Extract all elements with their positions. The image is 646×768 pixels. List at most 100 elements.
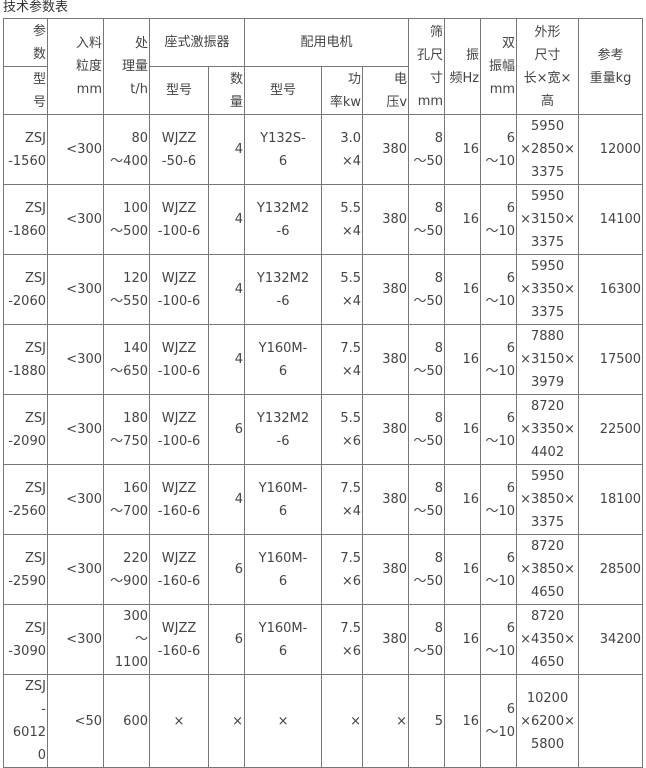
cell-motor-power: 5.5 ×6 <box>321 394 364 465</box>
cell-weight: 14100 <box>578 184 644 255</box>
cell-motor-voltage: 380 <box>362 114 410 185</box>
cell-model: ZSJ -2090 <box>3 394 48 465</box>
cell-frequency: 16 <box>444 534 482 605</box>
cell-motor-voltage: 380 <box>362 394 410 465</box>
cell-motor-model: Y160M- 6 <box>244 464 323 535</box>
cell-capacity: 300 ～ 1100 <box>103 604 150 675</box>
cell-exciter-qty: 4 <box>207 464 246 535</box>
cell-exciter-qty: 6 <box>207 604 246 675</box>
cell-frequency: 16 <box>444 114 482 185</box>
cell-dimensions: 5950 ×3350× 3375 <box>516 254 580 325</box>
cell-hole-size: 8 ～50 <box>408 254 446 325</box>
cell-motor-model: Y132M2 -6 <box>244 184 323 255</box>
cell-motor-model: Y160M- 6 <box>244 534 323 605</box>
header-dimensions: 外形 尺寸 长×宽× 高 <box>516 18 580 115</box>
cell-feed-size: <300 <box>47 324 104 395</box>
cell-hole-size: 8 ～50 <box>408 464 446 535</box>
header-exciter: 座式激振器 <box>148 18 246 67</box>
cell-dimensions: 8720 ×3850× 4650 <box>516 534 580 605</box>
cell-capacity: 140 ～650 <box>103 324 150 395</box>
cell-motor-voltage: 380 <box>362 254 410 325</box>
cell-frequency: 16 <box>444 674 482 768</box>
header-motor-voltage: 电 压v <box>362 66 410 115</box>
cell-exciter-model: WJZZ -160-6 <box>149 464 209 535</box>
cell-dimensions: 7880 ×3150× 3979 <box>516 324 580 395</box>
cell-feed-size: <300 <box>47 604 104 675</box>
cell-model: ZSJ -2560 <box>3 464 48 535</box>
spec-table: 参 数 入料 粒度 mm 处 理量 t/h 座式激振器 配用电机 筛 孔尺 寸 … <box>3 18 644 768</box>
cell-motor-voltage: × <box>362 674 410 768</box>
cell-feed-size: <50 <box>47 674 104 768</box>
cell-frequency: 16 <box>444 394 482 465</box>
cell-motor-model: × <box>244 674 323 768</box>
cell-motor-voltage: 380 <box>362 324 410 395</box>
cell-motor-voltage: 380 <box>362 464 410 535</box>
header-amplitude: 双 振幅 mm <box>480 18 518 115</box>
header-motor-model: 型号 <box>244 66 323 115</box>
header-hole-size: 筛 孔尺 寸 mm <box>408 18 446 115</box>
header-capacity: 处 理量 t/h <box>103 18 150 115</box>
header-param: 参 数 <box>3 18 48 67</box>
cell-frequency: 16 <box>444 604 482 675</box>
cell-capacity: 220 ～900 <box>103 534 150 605</box>
cell-weight: 34200 <box>578 604 644 675</box>
cell-exciter-model: WJZZ -100-6 <box>149 184 209 255</box>
cell-model: ZSJ -1560 <box>3 114 48 185</box>
cell-motor-model: Y132M2 -6 <box>244 394 323 465</box>
cell-exciter-model: × <box>149 674 209 768</box>
cell-capacity: 180 ～750 <box>103 394 150 465</box>
cell-amplitude: 6 ～10 <box>480 464 518 535</box>
cell-weight: 16300 <box>578 254 644 325</box>
cell-hole-size: 8 ～50 <box>408 534 446 605</box>
table-row: ZSJ -2590 <300 220 ～900 WJZZ -160-6 6 Y160M- … <box>3 534 644 605</box>
cell-feed-size: <300 <box>47 184 104 255</box>
cell-capacity: 160 ～700 <box>103 464 150 535</box>
cell-motor-power: × <box>321 674 364 768</box>
cell-weight: 18100 <box>578 464 644 535</box>
cell-motor-power: 5.5 ×4 <box>321 184 364 255</box>
cell-model: ZSJ -1860 <box>3 184 48 255</box>
cell-model: ZSJ -1880 <box>3 324 48 395</box>
cell-frequency: 16 <box>444 184 482 255</box>
table-row: ZSJ - 60120 <50 600 × × × × × 5 16 6 ～10 10200 ×620… <box>3 674 644 768</box>
cell-feed-size: <300 <box>47 114 104 185</box>
cell-motor-model: Y132M2 -6 <box>244 254 323 325</box>
cell-feed-size: <300 <box>47 254 104 325</box>
cell-exciter-qty: 4 <box>207 114 246 185</box>
header-model: 型 号 <box>3 66 48 115</box>
cell-amplitude: 6 ～10 <box>480 114 518 185</box>
cell-motor-power: 7.5 ×6 <box>321 604 364 675</box>
cell-motor-power: 3.0 ×4 <box>321 114 364 185</box>
cell-hole-size: 8 ～50 <box>408 604 446 675</box>
header-feed-size: 入料 粒度 mm <box>47 18 104 115</box>
cell-amplitude: 6 ～10 <box>480 604 518 675</box>
cell-motor-voltage: 380 <box>362 184 410 255</box>
cell-capacity: 120 ～550 <box>103 254 150 325</box>
cell-exciter-qty: × <box>207 674 246 768</box>
header-motor-power: 功 率kw <box>321 66 364 115</box>
table-row: ZSJ -1880 <300 140 ～650 WJZZ -100-6 4 Y160M- … <box>3 324 644 395</box>
cell-exciter-qty: 6 <box>207 534 246 605</box>
cell-capacity: 80 ～400 <box>103 114 150 185</box>
cell-frequency: 16 <box>444 464 482 535</box>
header-exciter-model: 型号 <box>149 66 209 115</box>
cell-motor-model: Y160M- 6 <box>244 604 323 675</box>
cell-dimensions: 8720 ×3350× 4402 <box>516 394 580 465</box>
cell-motor-power: 5.5 ×4 <box>321 254 364 325</box>
header-motor: 配用电机 <box>244 18 410 67</box>
cell-exciter-qty: 4 <box>207 324 246 395</box>
cell-motor-model: Y132S- 6 <box>244 114 323 185</box>
cell-motor-voltage: 380 <box>362 534 410 605</box>
cell-frequency: 16 <box>444 324 482 395</box>
cell-motor-power: 7.5 ×6 <box>321 534 364 605</box>
cell-exciter-model: WJZZ -100-6 <box>149 394 209 465</box>
cell-weight: 12000 <box>578 114 644 185</box>
cell-hole-size: 8 ～50 <box>408 324 446 395</box>
cell-weight <box>578 674 644 768</box>
cell-hole-size: 8 ～50 <box>408 184 446 255</box>
cell-capacity: 100 ～500 <box>103 184 150 255</box>
cell-dimensions: 8720 ×4350× 4650 <box>516 604 580 675</box>
cell-motor-model: Y160M- 6 <box>244 324 323 395</box>
cell-amplitude: 6 ～10 <box>480 324 518 395</box>
cell-exciter-qty: 4 <box>207 254 246 325</box>
